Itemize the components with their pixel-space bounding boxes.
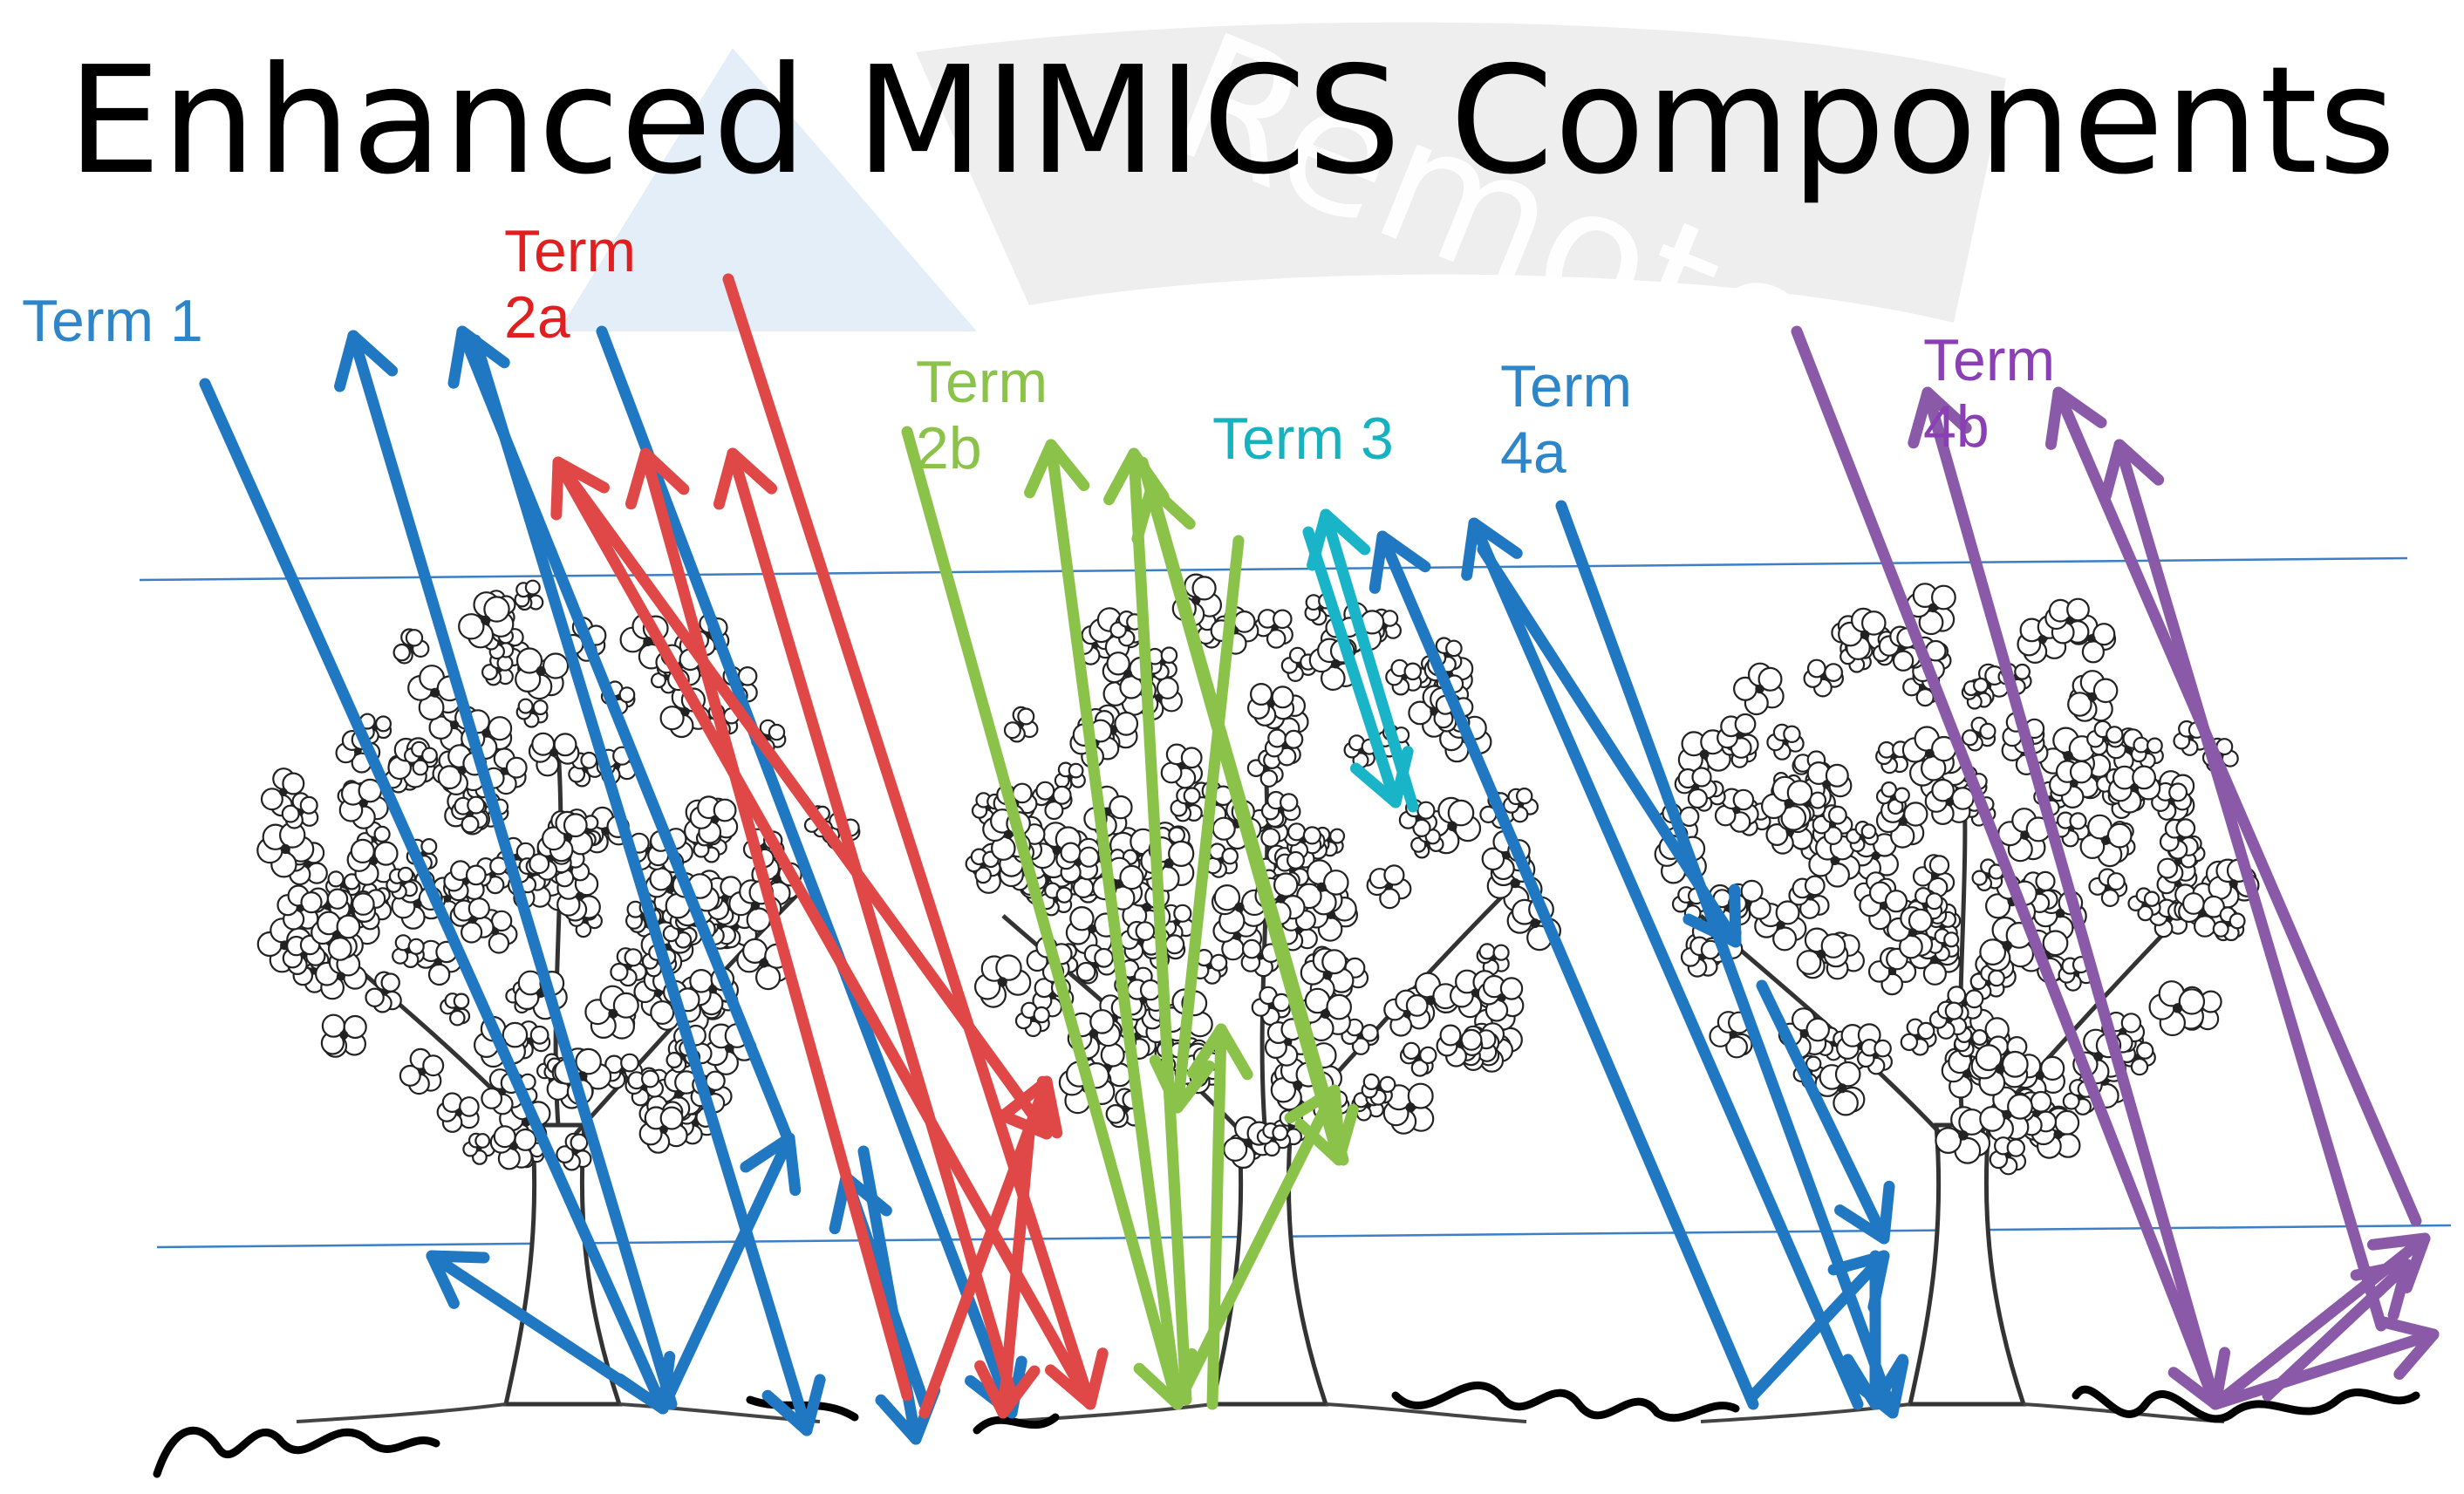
term-2a-blue-down-arrow-2: [596, 325, 1027, 1419]
term-4a-down-arrow: [1756, 979, 1895, 1245]
term-2a-red-outgoing-arrow-3: [713, 447, 1018, 1402]
term-1-label: Term 1: [22, 288, 203, 354]
term-4b-ground-arrow-2: [2209, 1316, 2440, 1410]
term-2a-red-outgoing-arrow-2: [625, 447, 913, 1402]
canopy-bottom-line: [156, 1224, 2452, 1249]
arrows: [199, 273, 2440, 1445]
term-2b-up-arrow-2: [1186, 1023, 1253, 1410]
term-4b-line-1: Term: [1923, 327, 2056, 393]
term-1-ground-reflect-arrow: [426, 1250, 669, 1415]
term-2b-back-arrow: [1131, 482, 1349, 1166]
watermark-triangle: [558, 48, 977, 331]
canopy-top-line: [139, 556, 2408, 582]
term-2b-line-1: Term: [916, 349, 1048, 415]
term-2a-red-down-arrow: [974, 1128, 1041, 1419]
term-2a-blue-down-arrow: [469, 334, 826, 1436]
term-2a-red-outgoing-arrow: [550, 456, 1096, 1410]
term-2a-label: Term 2a: [504, 218, 636, 351]
term-1-outgoing-arrow: [334, 330, 678, 1410]
term-4a-outgoing-arrow: [1369, 530, 1759, 1410]
term-4b-outgoing-arrow-3: [2100, 439, 2387, 1332]
term-2a-line-2: 2a: [504, 284, 570, 351]
term-2b-outgoing-arrow: [1024, 439, 1184, 1410]
term-4a-scatter-arrow: [1477, 543, 1742, 948]
term-3-line-1: Term 3: [1212, 406, 1394, 472]
term-4a-ground-down-arrow: [1842, 1250, 1908, 1410]
term-3-label: Term 3: [1212, 406, 1394, 472]
term-2b-line-2: 2b: [916, 415, 982, 481]
term-4b-ground-arrow-3: [2262, 1259, 2413, 1402]
term-4b-line-2: 4b: [1923, 393, 1990, 460]
term-4b-outgoing-arrow: [1908, 386, 2222, 1410]
term-4a-line-1: Term: [1500, 353, 1633, 420]
trees: [256, 573, 2260, 1423]
slide-title: Enhanced MIMICS Components: [67, 35, 2397, 208]
term-2b-down-arrow: [1149, 535, 1245, 1114]
term-2a-line-1: Term: [504, 218, 637, 284]
watermark-arc: [916, 22, 2006, 323]
term-4a-label: Term 4a: [1500, 353, 1632, 486]
term-1-line-1: Term 1: [22, 288, 203, 354]
term-4b-outgoing-arrow-2: [2044, 386, 2422, 1227]
term-4b-label: Term 4b: [1923, 327, 2055, 460]
term-4a-line-2: 4a: [1500, 420, 1566, 486]
term-3-outgoing-arrow: [1307, 508, 1419, 813]
term-2b-label: Term 2b: [916, 349, 1048, 481]
term-4a-outgoing-arrow-2: [1461, 517, 1864, 1410]
